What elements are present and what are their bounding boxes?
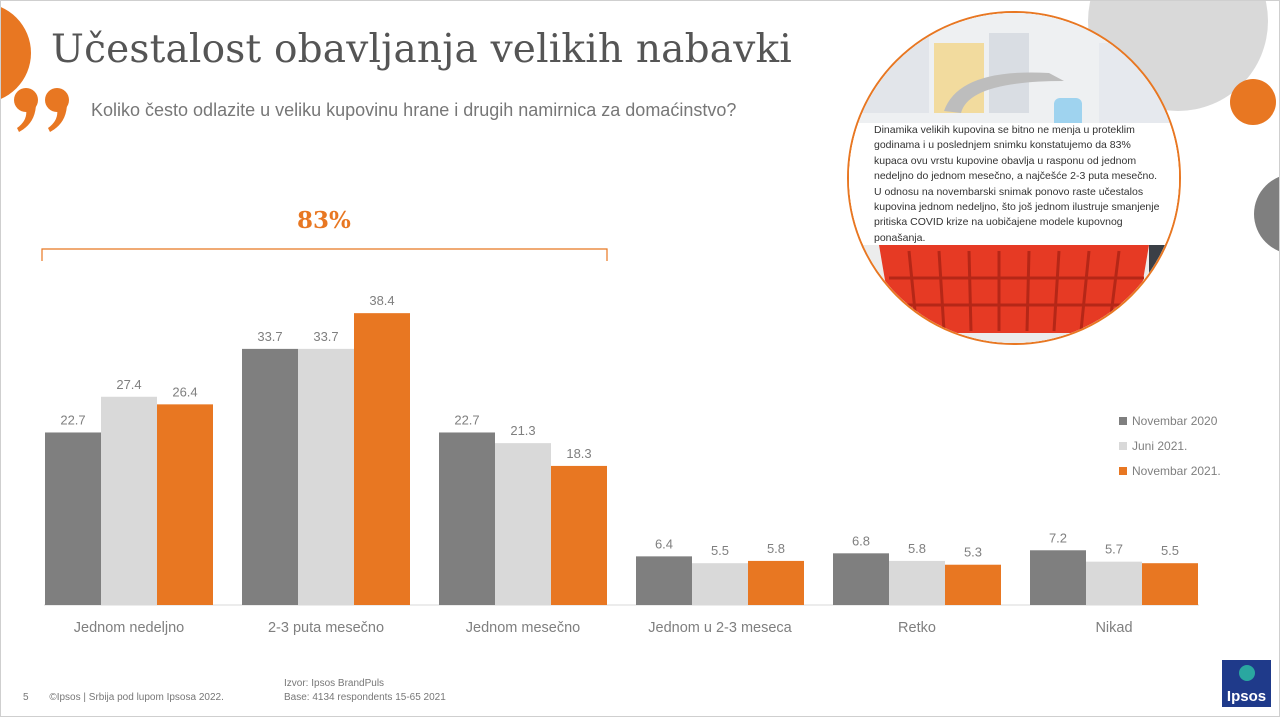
copyright: ©Ipsos | Srbija pod lupom Ipsosa 2022. [49, 692, 224, 703]
callout-text: Dinamika velikih kupovina se bitno ne me… [874, 124, 1160, 244]
category-label: 2-3 puta mesečno [268, 620, 384, 636]
bar [636, 556, 692, 605]
bar [157, 404, 213, 605]
bar [889, 560, 945, 605]
bar-value-label: 5.3 [964, 545, 982, 560]
logo-mark-icon [1239, 665, 1255, 681]
bar [551, 465, 607, 605]
bar-value-label: 22.7 [60, 412, 85, 427]
bar-value-label: 27.4 [116, 377, 141, 392]
page-number: 5 [23, 692, 29, 703]
page-title: Učestalost obavljanja velikih nabavki [51, 27, 792, 72]
bar [945, 564, 1001, 605]
category-label: Jednom u 2-3 meseca [648, 620, 792, 636]
chart-legend: Novembar 2020 Juni 2021. Novembar 2021. [1119, 408, 1221, 483]
footer: 5 ©Ipsos | Srbija pod lupom Ipsosa 2022. [23, 692, 224, 703]
shopping-basket-illustration [849, 13, 1179, 343]
source-note: Izvor: Ipsos BrandPuls Base: 4134 respon… [284, 677, 446, 705]
bar-value-label: 5.5 [1161, 543, 1179, 558]
bar [354, 313, 410, 605]
bar-value-label: 18.3 [566, 446, 591, 461]
bar [45, 432, 101, 605]
category-labels: Jednom nedeljno 2-3 puta mesečno Jednom me… [74, 620, 1133, 636]
bar [101, 396, 157, 605]
category-label: Nikad [1095, 620, 1132, 636]
bar [833, 553, 889, 605]
category-label: Jednom nedeljno [74, 620, 184, 636]
legend-label: Juni 2021. [1132, 438, 1188, 453]
bar [692, 563, 748, 605]
legend-swatch [1119, 416, 1127, 425]
source-line: Izvor: Ipsos BrandPuls [284, 678, 385, 689]
bar [242, 348, 298, 605]
bar [439, 432, 495, 605]
bar [748, 560, 804, 605]
decor-circle-orange-right [1230, 79, 1276, 125]
bar [1086, 561, 1142, 605]
bars [45, 313, 1198, 605]
callout-photo-circle: Dinamika velikih kupovina se bitno ne me… [847, 11, 1181, 345]
bar-value-label: 33.7 [257, 329, 282, 344]
bar-value-label: 33.7 [313, 329, 338, 344]
legend-label: Novembar 2021. [1132, 463, 1221, 478]
value-labels: 22.7 27.4 26.4 33.7 33.7 38.4 22.7 21.3 18.3 6.4 5… [60, 293, 1179, 560]
legend-item-nov-2020: Novembar 2020 [1119, 408, 1221, 433]
bar [495, 443, 551, 605]
legend-item-nov-2021: Novembar 2021. [1119, 458, 1221, 483]
ipsos-logo: Ipsos [1222, 660, 1271, 707]
bar-value-label: 6.8 [852, 533, 870, 548]
legend-item-jun-2021: Juni 2021. [1119, 433, 1221, 458]
category-label: Jednom mesečno [466, 620, 580, 636]
page-subtitle: Koliko često odlazite u veliku kupovinu … [91, 100, 737, 120]
quote-icon [14, 88, 69, 132]
bar-value-label: 5.8 [908, 541, 926, 556]
bar [1030, 550, 1086, 605]
legend-swatch [1119, 466, 1127, 475]
bar-value-label: 7.2 [1049, 530, 1067, 545]
bar-value-label: 5.8 [767, 541, 785, 556]
logo-text: Ipsos [1226, 688, 1267, 705]
base-line: Base: 4134 respondents 15-65 2021 [284, 692, 446, 703]
legend-swatch [1119, 441, 1127, 450]
bar-value-label: 21.3 [510, 423, 535, 438]
bar-value-label: 6.4 [655, 536, 673, 551]
bar-value-label: 22.7 [454, 412, 479, 427]
bar [1142, 563, 1198, 605]
bar-value-label: 38.4 [369, 293, 394, 308]
highlight-bracket [41, 248, 608, 261]
bar-value-label: 5.5 [711, 543, 729, 558]
bar-value-label: 5.7 [1105, 542, 1123, 557]
bar [298, 348, 354, 605]
highlight-83-percent: 83% [297, 207, 351, 234]
category-label: Retko [898, 620, 936, 636]
bar-value-label: 26.4 [172, 384, 197, 399]
legend-label: Novembar 2020 [1132, 413, 1218, 428]
